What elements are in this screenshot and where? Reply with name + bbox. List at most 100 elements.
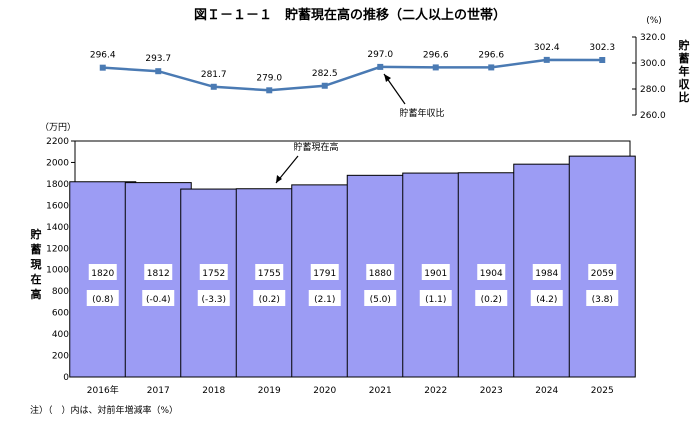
value-label-bg [532,264,561,280]
ratio-value-label: 296.6 [478,50,504,60]
bar-value-label: 1901 [424,269,447,279]
svg-text:貯: 貯 [31,227,42,241]
change-label-bg [364,290,397,306]
change-label-bg [197,290,230,306]
svg-text:高: 高 [31,287,42,301]
y-tick-label: 2000 [46,158,69,168]
y-unit-label: （万円） [40,122,76,133]
bar-change-label: (3.8) [592,295,613,305]
bar-value-label: 1880 [369,269,392,279]
x-tick-label: 2019 [258,386,281,396]
y-tick-label: 2200 [46,137,69,147]
x-tick-label: 2017 [147,386,170,396]
svg-text:蓄: 蓄 [31,242,42,256]
svg-text:貯: 貯 [679,38,690,52]
bar-value-label: 1791 [313,269,336,279]
value-label-bg [144,264,173,280]
ratio-value-label: 302.4 [534,43,560,53]
bar-change-label: (0.8) [92,295,113,305]
change-label-bg [253,290,286,306]
x-tick-label: 2016年 [87,384,119,396]
svg-text:蓄: 蓄 [679,51,690,65]
right-tick-label: 300.0 [640,59,666,69]
ratio-marker [210,83,217,90]
ratio-value-label: 297.0 [367,50,393,60]
svg-text:収: 収 [679,78,691,91]
bar-change-label: (0.2) [481,295,502,305]
x-tick-label: 2021 [369,386,392,396]
x-tick-label: 2020 [313,386,336,396]
bar-change-label: (4.2) [536,295,557,305]
ratio-value-label: 293.7 [145,54,171,64]
y-tick-label: 1400 [46,223,69,233]
value-label-bg [255,264,284,280]
ratio-value-label: 282.5 [312,69,338,79]
bar-value-label: 1755 [258,269,281,279]
change-label-bg [308,290,341,306]
ratio-value-label: 296.4 [90,51,116,61]
right-tick-label: 280.0 [640,85,666,95]
change-label-bg [419,290,452,306]
chart-title: 図Ｉ－１－１ 貯蓄現在高の推移（二人以上の世帯） [194,7,506,23]
bar-change-label: (-3.3) [201,295,226,305]
bar-change-label: (5.0) [370,295,391,305]
bar-change-label: (0.2) [259,295,280,305]
x-tick-label: 2022 [424,386,447,396]
svg-text:現: 現 [31,258,42,271]
value-label-bg [310,264,339,280]
value-label-bg [421,264,450,280]
x-tick-label: 2025 [591,386,614,396]
ratio-marker [488,64,495,71]
ratio-value-label: 281.7 [201,70,227,80]
ratio-marker [543,56,550,63]
line-chart: 260.0 280.0 300.0 320.0 (%) 貯蓄年収比 296.4 293.7 28… [90,16,691,121]
right-tick-label: 260.0 [640,111,666,121]
footnote: 注）（ ）内は、対前年増減率（%） [30,404,178,416]
change-label-bg [86,290,119,306]
y-tick-label: 1200 [46,244,69,254]
right-axis-label: 貯蓄年収比 [679,38,691,104]
ratio-marker [321,82,328,89]
line-series-annotation: 貯蓄年収比 [399,107,444,119]
x-tick-label: 2023 [480,386,503,396]
bar-value-label: 1904 [480,269,503,279]
y-axis-label: 貯蓄現在高 [31,227,42,301]
y-tick-label: 0 [63,373,69,383]
ratio-marker [99,64,106,71]
y-tick-label: 400 [52,330,69,340]
x-tick-label: 2024 [535,386,558,396]
bar-value-label: 1820 [91,269,114,279]
x-tick-label: 2018 [202,386,225,396]
right-unit-label: (%) [646,16,662,26]
change-label-bg [586,290,619,306]
line-annotation-arrowhead [384,74,391,82]
y-tick-label: 1800 [46,180,69,190]
y-tick-label: 600 [52,309,69,319]
ratio-line [102,58,603,92]
y-tick-label: 200 [52,352,69,362]
right-tick-label: 320.0 [640,33,666,43]
bar-series-annotation: 貯蓄現在高 [293,141,338,153]
ratio-marker [266,87,273,94]
ratio-marker [377,63,384,70]
bar-value-label: 2059 [591,269,614,279]
y-tick-label: 1600 [46,201,69,211]
value-label-bg [88,264,117,280]
bar-annotation-arrowhead [276,175,282,183]
change-label-bg [475,290,508,306]
y-tick-label: 1000 [46,266,69,276]
svg-text:年: 年 [679,64,690,78]
ratio-value-label: 296.6 [423,50,449,60]
change-label-bg [530,290,563,306]
ratio-value-label: 279.0 [256,73,282,83]
ratio-value-label: 302.3 [589,43,615,53]
svg-text:在: 在 [31,272,42,286]
value-label-bg [477,264,506,280]
y-tick-label: 800 [52,287,69,297]
ratio-marker [432,64,439,71]
bar-value-label: 1752 [202,269,225,279]
bar-change-label: (1.1) [425,295,446,305]
change-label-bg [142,290,175,306]
bar-change-label: (2.1) [314,295,335,305]
